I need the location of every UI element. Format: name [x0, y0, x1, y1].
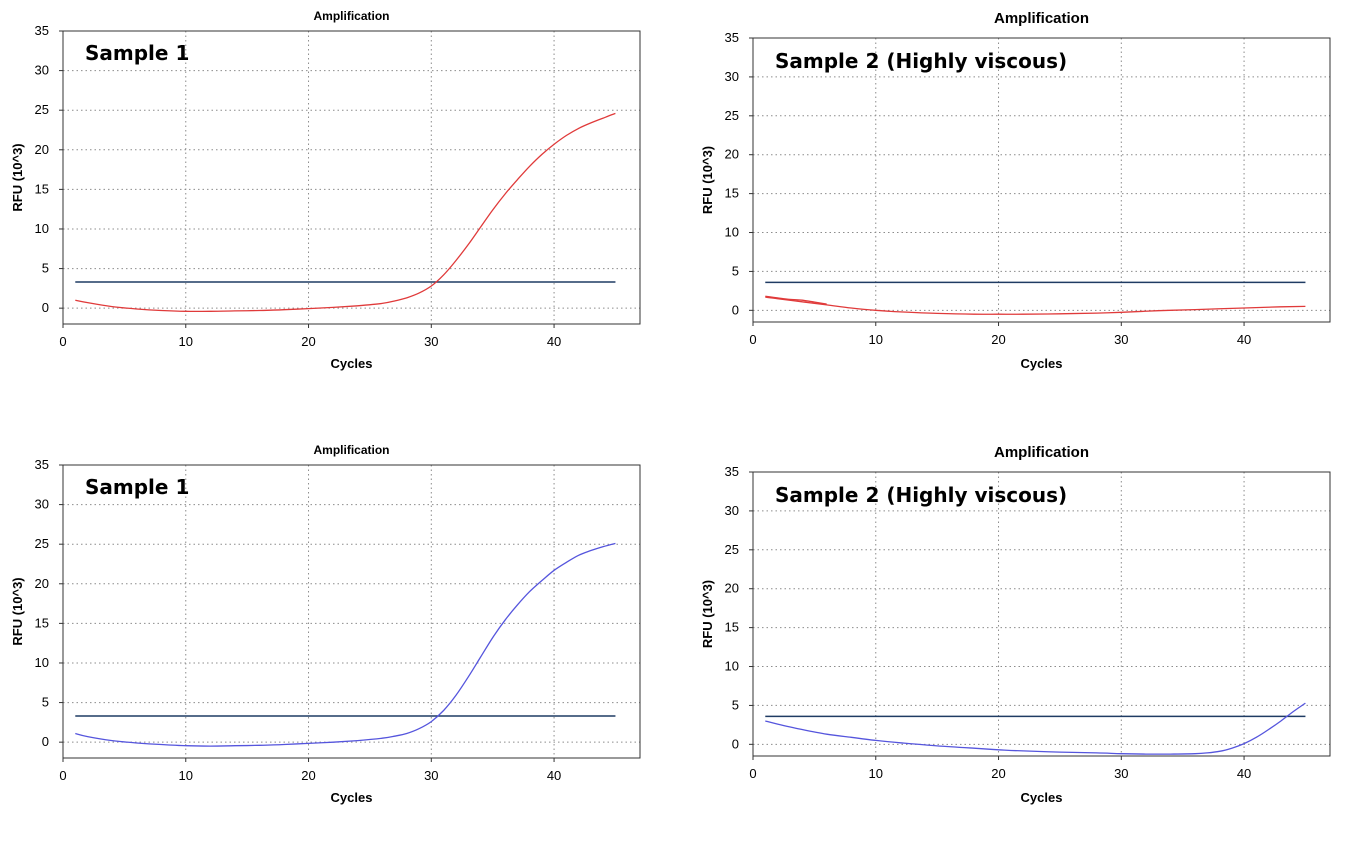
y-tick-label: 30 — [35, 497, 49, 512]
x-tick-label: 30 — [424, 768, 438, 783]
x-tick-label: 10 — [179, 334, 193, 349]
chart-panel-3: Amplification 0 5 10 15 20 25 30 35 0 10 20 30 40 Cycl… — [10, 443, 641, 805]
x-tick-label: 0 — [749, 766, 756, 781]
x-tick-label: 20 — [991, 332, 1005, 347]
amplification-curve — [765, 295, 827, 305]
x-axis-label: Cycles — [1021, 790, 1063, 805]
y-tick-label: 20 — [725, 581, 739, 596]
y-tick-label: 30 — [725, 503, 739, 518]
y-tick-label: 10 — [35, 655, 49, 670]
x-tick-label: 0 — [59, 768, 66, 783]
y-tick-label: 5 — [732, 697, 739, 712]
x-tick-label: 20 — [301, 768, 315, 783]
x-tick-label: 30 — [1114, 766, 1128, 781]
chart-title: Amplification — [313, 9, 389, 23]
x-tick-label: 20 — [991, 766, 1005, 781]
y-tick-label: 25 — [725, 542, 739, 557]
sample-label: Sample 1 — [85, 475, 189, 499]
x-tick-label: 30 — [424, 334, 438, 349]
x-tick-label: 10 — [869, 332, 883, 347]
sample-label: Sample 2 (Highly viscous) — [775, 49, 1067, 73]
sample-label: Sample 1 — [85, 41, 189, 65]
x-axis-label: Cycles — [1021, 356, 1063, 371]
chart-panel-1: Amplification 0 5 10 15 20 25 30 35 0 10 20 30 40 Cycl… — [10, 9, 641, 371]
y-tick-label: 25 — [35, 536, 49, 551]
y-tick-label: 35 — [35, 457, 49, 472]
amplification-curve — [765, 702, 1306, 755]
y-axis-label: RFU (10^3) — [10, 143, 25, 211]
y-axis-label: RFU (10^3) — [10, 577, 25, 645]
y-tick-label: 30 — [35, 63, 49, 78]
y-tick-label: 15 — [725, 620, 739, 635]
x-tick-label: 40 — [1237, 766, 1251, 781]
y-tick-label: 5 — [732, 263, 739, 278]
y-tick-label: 0 — [732, 302, 739, 317]
y-tick-label: 15 — [35, 615, 49, 630]
y-tick-label: 30 — [725, 69, 739, 84]
x-tick-label: 40 — [547, 334, 561, 349]
plot-frame — [62, 30, 641, 325]
x-tick-label: 0 — [59, 334, 66, 349]
y-tick-label: 0 — [42, 734, 49, 749]
x-tick-label: 0 — [749, 332, 756, 347]
chart-title: Amplification — [313, 443, 389, 457]
y-tick-label: 10 — [725, 225, 739, 240]
y-tick-label: 0 — [42, 300, 49, 315]
y-tick-label: 10 — [725, 659, 739, 674]
y-tick-label: 5 — [42, 695, 49, 710]
x-axis-label: Cycles — [331, 790, 373, 805]
plot-frame — [752, 471, 1331, 757]
y-tick-label: 35 — [725, 464, 739, 479]
x-tick-label: 40 — [1237, 332, 1251, 347]
x-tick-label: 40 — [547, 768, 561, 783]
amplification-curve — [765, 296, 1306, 315]
y-axis-label: RFU (10^3) — [700, 580, 715, 648]
x-tick-label: 10 — [869, 766, 883, 781]
sample-label: Sample 2 (Highly viscous) — [775, 483, 1067, 507]
chart-panel-2: Amplification 0 5 10 15 20 25 30 35 0 10 20 30 40 Cycl… — [700, 10, 1331, 371]
chart-title: Amplification — [994, 10, 1089, 27]
y-tick-label: 20 — [35, 142, 49, 157]
y-tick-label: 15 — [725, 186, 739, 201]
y-tick-label: 0 — [732, 736, 739, 751]
plot-frame — [62, 464, 641, 759]
chart-title: Amplification — [994, 444, 1089, 461]
x-tick-label: 20 — [301, 334, 315, 349]
amplification-curve — [75, 542, 616, 747]
x-tick-label: 30 — [1114, 332, 1128, 347]
y-tick-label: 35 — [725, 30, 739, 45]
y-tick-label: 25 — [35, 102, 49, 117]
plot-frame — [752, 37, 1331, 323]
y-tick-label: 20 — [725, 147, 739, 162]
x-axis-label: Cycles — [331, 356, 373, 371]
y-tick-label: 25 — [725, 108, 739, 123]
y-tick-label: 5 — [42, 261, 49, 276]
y-tick-label: 15 — [35, 181, 49, 196]
x-tick-label: 10 — [179, 768, 193, 783]
y-tick-label: 35 — [35, 23, 49, 38]
y-tick-label: 10 — [35, 221, 49, 236]
chart-panel-4: Amplification 0 5 10 15 20 25 30 35 0 10 20 30 40 Cycl… — [700, 444, 1331, 805]
y-axis-label: RFU (10^3) — [700, 146, 715, 214]
amplification-curve — [75, 112, 616, 313]
y-tick-label: 20 — [35, 576, 49, 591]
